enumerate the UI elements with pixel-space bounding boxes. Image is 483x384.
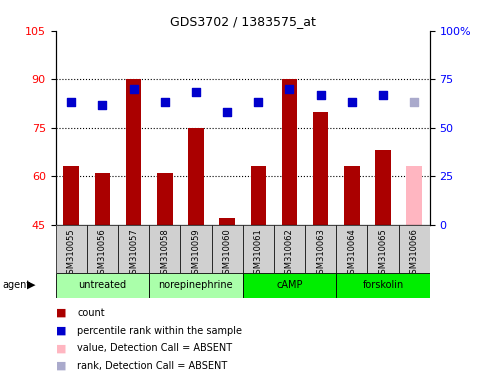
Bar: [180, 225, 212, 273]
Text: untreated: untreated: [78, 280, 127, 290]
Bar: [87, 225, 118, 273]
Point: [317, 92, 325, 98]
Text: ■: ■: [56, 343, 66, 353]
Text: cAMP: cAMP: [276, 280, 303, 290]
Text: GSM310060: GSM310060: [223, 228, 232, 279]
Bar: [398, 225, 430, 273]
Bar: [188, 128, 204, 225]
Bar: [375, 150, 391, 225]
Bar: [336, 273, 430, 298]
Bar: [212, 225, 242, 273]
Text: GSM310058: GSM310058: [160, 228, 169, 279]
Bar: [95, 173, 110, 225]
Text: GSM310059: GSM310059: [191, 228, 200, 279]
Bar: [251, 167, 266, 225]
Title: GDS3702 / 1383575_at: GDS3702 / 1383575_at: [170, 15, 316, 28]
Bar: [126, 79, 142, 225]
Text: GSM310055: GSM310055: [67, 228, 76, 279]
Bar: [63, 167, 79, 225]
Bar: [157, 173, 172, 225]
Point: [129, 86, 137, 92]
Bar: [368, 225, 398, 273]
Point: [67, 99, 75, 105]
Bar: [219, 218, 235, 225]
Bar: [242, 225, 274, 273]
Bar: [313, 111, 328, 225]
Text: ■: ■: [56, 308, 66, 318]
Point: [255, 99, 262, 105]
Text: GSM310063: GSM310063: [316, 228, 325, 279]
Bar: [118, 225, 149, 273]
Bar: [149, 225, 180, 273]
Bar: [56, 273, 149, 298]
Point: [348, 99, 356, 105]
Point: [223, 108, 231, 114]
Text: rank, Detection Call = ABSENT: rank, Detection Call = ABSENT: [77, 361, 227, 371]
Point: [99, 102, 106, 108]
Bar: [407, 167, 422, 225]
Point: [285, 86, 293, 92]
Text: agent: agent: [2, 280, 30, 290]
Text: GSM310065: GSM310065: [379, 228, 387, 279]
Text: ■: ■: [56, 326, 66, 336]
Bar: [242, 273, 336, 298]
Bar: [274, 225, 305, 273]
Bar: [56, 225, 87, 273]
Bar: [344, 167, 360, 225]
Point: [411, 99, 418, 105]
Bar: [282, 79, 298, 225]
Text: ■: ■: [56, 361, 66, 371]
Point: [161, 99, 169, 105]
Point: [192, 89, 200, 95]
Text: GSM310056: GSM310056: [98, 228, 107, 279]
Text: percentile rank within the sample: percentile rank within the sample: [77, 326, 242, 336]
Bar: [149, 273, 242, 298]
Text: GSM310061: GSM310061: [254, 228, 263, 279]
Point: [379, 92, 387, 98]
Text: norepinephrine: norepinephrine: [158, 280, 233, 290]
Text: GSM310066: GSM310066: [410, 228, 419, 279]
Text: ▶: ▶: [27, 280, 35, 290]
Text: forskolin: forskolin: [362, 280, 404, 290]
Bar: [305, 225, 336, 273]
Text: value, Detection Call = ABSENT: value, Detection Call = ABSENT: [77, 343, 232, 353]
Text: GSM310057: GSM310057: [129, 228, 138, 279]
Text: GSM310062: GSM310062: [285, 228, 294, 279]
Text: count: count: [77, 308, 105, 318]
Text: GSM310064: GSM310064: [347, 228, 356, 279]
Bar: [336, 225, 368, 273]
